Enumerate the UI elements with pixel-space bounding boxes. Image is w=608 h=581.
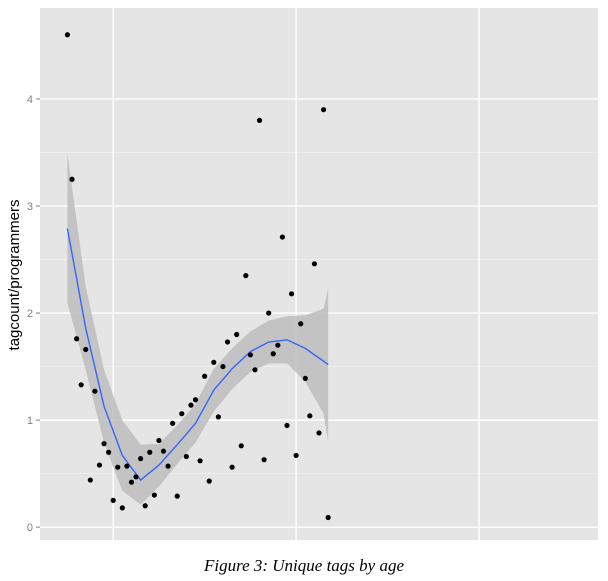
data-point [266, 310, 272, 316]
data-point [87, 477, 93, 483]
data-point [220, 363, 226, 370]
data-point [92, 388, 98, 394]
smooth-fit-line [66, 228, 329, 482]
data-point [211, 359, 217, 365]
y-tick-label: 3 [27, 201, 33, 213]
y-axis-label: tagcount/programmers [6, 200, 23, 351]
data-point [106, 449, 112, 455]
data-point [183, 453, 189, 460]
data-point [229, 464, 235, 470]
data-point [115, 464, 121, 470]
data-point [206, 478, 212, 484]
y-tick-label: 4 [27, 94, 33, 106]
data-point [234, 331, 240, 338]
data-point [170, 420, 176, 426]
data-point [64, 32, 71, 38]
data-point [293, 452, 299, 459]
data-point [110, 497, 116, 503]
data-point [101, 441, 107, 447]
data-point [142, 503, 148, 509]
data-point [179, 411, 185, 417]
data-point [316, 430, 322, 436]
data-point [275, 342, 281, 348]
data-point [215, 414, 221, 420]
data-point [96, 462, 103, 468]
chart: 0 1 2 3 4 tagcount/programmers [6, 8, 598, 540]
smooth-line [66, 228, 329, 482]
data-point [238, 443, 244, 449]
y-axis-ticks: 0 1 2 3 4 [27, 94, 40, 534]
data-point [311, 261, 318, 267]
confidence-band-area [67, 153, 329, 505]
data-point [128, 479, 135, 485]
data-point [138, 456, 144, 462]
data-point [83, 346, 89, 353]
data-point [202, 373, 208, 379]
data-point [279, 234, 286, 240]
data-point [288, 291, 295, 297]
data-point [270, 351, 276, 357]
data-points [64, 32, 331, 521]
figure-caption: Figure 3: Unique tags by age [203, 556, 405, 575]
data-point [261, 457, 267, 463]
confidence-band [67, 153, 329, 505]
y-tick-label: 0 [27, 522, 33, 534]
data-point [284, 422, 290, 429]
y-tick-label: 1 [27, 415, 33, 427]
data-point [147, 449, 153, 455]
data-point [298, 321, 304, 327]
data-point [192, 397, 199, 403]
data-point [224, 339, 231, 345]
data-point [165, 463, 171, 469]
data-point [307, 413, 313, 419]
data-point [243, 273, 249, 279]
data-point [151, 492, 157, 498]
data-point [320, 107, 327, 113]
data-point [188, 402, 194, 408]
data-point [119, 505, 125, 511]
data-point [124, 463, 130, 469]
data-point [69, 176, 75, 182]
data-point [252, 367, 258, 373]
data-point [256, 117, 263, 123]
data-point [325, 514, 331, 521]
data-point [133, 474, 139, 480]
data-point [302, 375, 308, 381]
data-point [174, 493, 180, 499]
data-point [197, 458, 203, 464]
data-point [78, 382, 84, 388]
data-point [156, 437, 162, 444]
data-point [160, 448, 167, 454]
y-tick-label: 2 [27, 308, 33, 320]
data-point [73, 336, 80, 342]
data-point [247, 352, 253, 358]
